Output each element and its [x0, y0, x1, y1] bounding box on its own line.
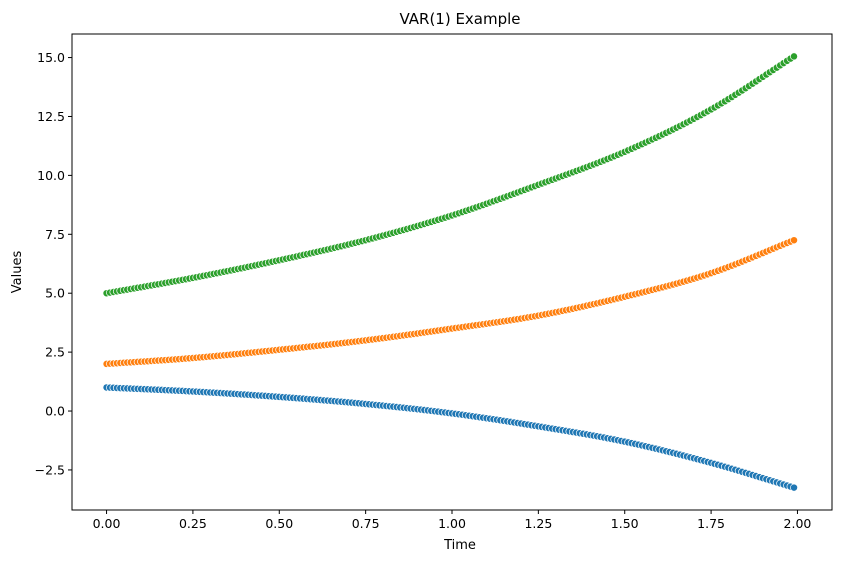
series-2 — [102, 236, 798, 368]
y-tick-label: 7.5 — [45, 227, 65, 242]
y-tick-label: 12.5 — [37, 109, 65, 124]
y-tick-label: 10.0 — [37, 168, 65, 183]
x-axis-title: Time — [443, 538, 476, 553]
data-point — [790, 483, 798, 492]
y-axis-title: Values — [10, 251, 25, 294]
x-tick-label: 1.25 — [524, 516, 552, 531]
plot-area: 0.00 0.25 0.50 0.75 1.00 1.25 1.50 1.75 2.00 −2.… — [35, 33, 833, 531]
y-tick-label: 2.5 — [45, 345, 65, 360]
y-tick-label: −2.5 — [35, 462, 65, 477]
x-tick-label: 0.00 — [93, 516, 121, 531]
x-tick-label: 1.75 — [697, 516, 725, 531]
data-point — [790, 52, 798, 61]
x-tick-label: 2.00 — [784, 516, 812, 531]
x-tick-label: 0.25 — [179, 516, 207, 531]
series-1 — [102, 383, 798, 492]
x-axis-ticks: 0.00 0.25 0.50 0.75 1.00 1.25 1.50 1.75 2.00 — [93, 510, 812, 531]
y-axis-ticks: −2.5 0.0 2.5 5.0 7.5 10.0 12.5 15.0 — [35, 50, 72, 477]
chart-title: VAR(1) Example — [399, 10, 520, 28]
x-tick-label: 0.50 — [265, 516, 293, 531]
y-tick-label: 5.0 — [45, 286, 65, 301]
series-layer — [102, 52, 798, 492]
y-tick-label: 15.0 — [37, 50, 65, 65]
x-tick-label: 1.50 — [611, 516, 639, 531]
x-tick-label: 1.00 — [438, 516, 466, 531]
data-point — [790, 236, 798, 245]
y-tick-label: 0.0 — [45, 404, 65, 419]
x-tick-label: 0.75 — [352, 516, 380, 531]
series-3 — [102, 52, 798, 298]
